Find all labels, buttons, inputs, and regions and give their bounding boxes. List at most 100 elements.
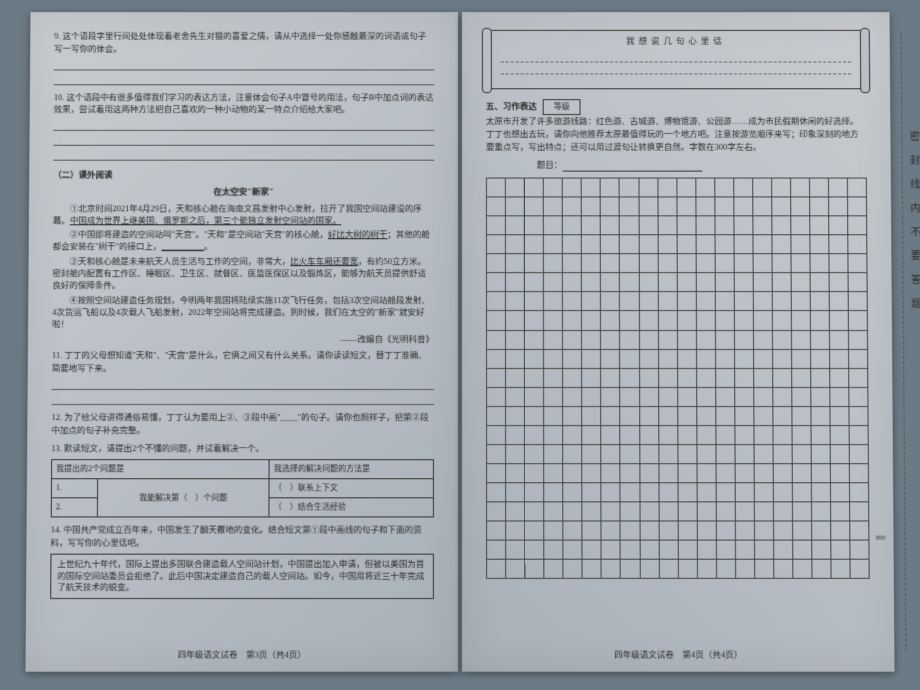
grid-cell[interactable]	[602, 483, 621, 502]
grid-cell[interactable]	[848, 216, 867, 235]
grid-cell[interactable]	[487, 179, 506, 198]
grid-cell[interactable]	[640, 483, 659, 502]
grid-cell[interactable]	[621, 407, 640, 426]
grid-cell[interactable]	[773, 407, 792, 426]
grid-cell[interactable]	[754, 331, 773, 350]
grid-cell[interactable]	[525, 311, 544, 330]
grid-cell[interactable]	[506, 407, 525, 426]
grid-cell[interactable]	[544, 235, 563, 254]
grid-cell[interactable]	[582, 331, 601, 350]
grid-cell[interactable]	[829, 235, 848, 254]
grid-cell[interactable]	[793, 560, 812, 579]
grid-cell[interactable]	[735, 350, 754, 369]
grid-cell[interactable]	[849, 350, 868, 369]
grid-cell[interactable]	[754, 426, 773, 445]
grid-cell[interactable]	[506, 179, 525, 198]
grid-cell[interactable]	[696, 179, 715, 198]
grid-cell[interactable]	[697, 350, 716, 369]
grid-cell[interactable]	[716, 331, 735, 350]
grid-cell[interactable]	[773, 331, 792, 350]
grid-cell[interactable]	[812, 445, 831, 464]
grid-cell[interactable]	[755, 464, 774, 483]
grid-cell[interactable]	[754, 445, 773, 464]
grid-cell[interactable]	[772, 216, 791, 235]
grid-cell[interactable]	[716, 311, 735, 330]
grid-cell[interactable]	[620, 198, 639, 217]
grid-cell[interactable]	[506, 388, 525, 407]
grid-cell[interactable]	[831, 541, 850, 560]
grid-cell[interactable]	[621, 426, 640, 445]
grid-cell[interactable]	[659, 331, 678, 350]
grid-cell[interactable]	[544, 179, 563, 198]
grid-cell[interactable]	[754, 369, 773, 388]
grid-cell[interactable]	[487, 331, 506, 350]
grid-cell[interactable]	[773, 369, 792, 388]
grid-cell[interactable]	[506, 350, 525, 369]
grid-cell[interactable]	[734, 254, 753, 273]
grid-cell[interactable]	[848, 198, 867, 217]
grid-cell[interactable]	[525, 292, 544, 311]
grid-cell[interactable]	[563, 311, 582, 330]
grid-cell[interactable]	[582, 216, 601, 235]
grid-cell[interactable]	[754, 350, 773, 369]
grid-cell[interactable]	[601, 198, 620, 217]
grid-cell[interactable]	[811, 388, 830, 407]
grid-cell[interactable]	[755, 541, 774, 560]
grid-cell[interactable]	[582, 273, 601, 292]
grid-cell[interactable]	[678, 369, 697, 388]
grid-cell[interactable]	[773, 273, 792, 292]
grid-cell[interactable]	[811, 254, 830, 273]
grid-cell[interactable]	[620, 292, 639, 311]
grid-cell[interactable]	[811, 407, 830, 426]
grid-cell[interactable]	[715, 235, 734, 254]
grid-cell[interactable]	[582, 407, 601, 426]
grid-cell[interactable]	[677, 254, 696, 273]
grid-cell[interactable]	[640, 388, 659, 407]
grid-cell[interactable]	[678, 445, 697, 464]
grid-cell[interactable]	[659, 388, 678, 407]
grid-cell[interactable]	[773, 388, 792, 407]
grid-cell[interactable]	[678, 426, 697, 445]
grid-cell[interactable]	[658, 198, 677, 217]
grid-cell[interactable]	[639, 254, 658, 273]
grid-cell[interactable]	[487, 560, 506, 579]
grid-cell[interactable]	[792, 311, 811, 330]
grid-cell[interactable]	[830, 292, 849, 311]
grid-cell[interactable]	[716, 502, 735, 521]
grid-cell[interactable]	[792, 273, 811, 292]
grid-cell[interactable]	[564, 560, 583, 579]
grid-cell[interactable]	[601, 369, 620, 388]
grid-cell[interactable]	[792, 292, 811, 311]
grid-cell[interactable]	[525, 216, 544, 235]
grid-cell[interactable]	[640, 541, 659, 560]
grid-cell[interactable]	[583, 464, 602, 483]
grid-cell[interactable]	[832, 560, 851, 579]
grid-cell[interactable]	[850, 407, 869, 426]
grid-cell[interactable]	[525, 369, 544, 388]
grid-cell[interactable]	[506, 292, 525, 311]
grid-cell[interactable]	[583, 483, 602, 502]
grid-cell[interactable]	[697, 407, 716, 426]
grid-cell[interactable]	[696, 273, 715, 292]
grid-cell[interactable]	[773, 292, 792, 311]
grid-cell[interactable]	[487, 311, 506, 330]
grid-cell[interactable]	[506, 254, 525, 273]
grid-cell[interactable]	[564, 522, 583, 541]
grid-cell[interactable]	[697, 388, 716, 407]
grid-cell[interactable]	[487, 502, 506, 521]
grid-cell[interactable]	[506, 331, 525, 350]
grid-cell[interactable]	[602, 502, 621, 521]
grid-cell[interactable]	[848, 179, 867, 198]
grid-cell[interactable]	[848, 235, 867, 254]
table-mid[interactable]: 我能解决第（ ）个问题	[97, 479, 269, 517]
grid-cell[interactable]	[812, 426, 831, 445]
grid-cell[interactable]	[791, 198, 810, 217]
grid-cell[interactable]	[716, 369, 735, 388]
grid-cell[interactable]	[525, 273, 544, 292]
grid-cell[interactable]	[850, 445, 869, 464]
grid-cell[interactable]	[736, 502, 755, 521]
grid-cell[interactable]	[735, 426, 754, 445]
grid-cell[interactable]	[696, 254, 715, 273]
grid-cell[interactable]	[602, 560, 621, 579]
grid-cell[interactable]	[773, 311, 792, 330]
